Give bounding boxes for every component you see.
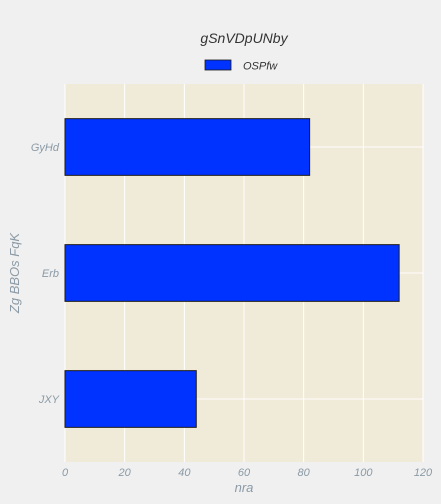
x-tick-labels: 0 20 40 60 80 100 120 (62, 467, 433, 479)
x-tick-label: 20 (118, 467, 132, 479)
legend-swatch (204, 59, 232, 71)
y-axis-label: Zg BBOs FqK (7, 232, 22, 315)
x-tick-label: 0 (62, 467, 69, 479)
chart-title: gSnVDpUNby (200, 30, 288, 46)
legend: OSPfw (204, 59, 278, 73)
y-tick-label: Erb (42, 268, 59, 280)
x-tick-label: 120 (414, 467, 433, 479)
bar-gyhd (64, 118, 311, 176)
legend-label: OSPfw (243, 61, 278, 73)
x-tick-label: 40 (178, 467, 191, 479)
x-axis-label: nra (235, 480, 254, 495)
y-tick-label: JXY (38, 394, 60, 406)
x-tick-label: 100 (354, 467, 373, 479)
bars (64, 118, 400, 428)
y-tick-labels: JXY Erb GyHd (31, 142, 60, 406)
x-tick-label: 80 (298, 467, 311, 479)
y-tick-label: GyHd (31, 142, 60, 154)
bar-erb (64, 244, 400, 302)
bar-jxy (64, 370, 197, 428)
x-tick-label: 60 (238, 467, 251, 479)
